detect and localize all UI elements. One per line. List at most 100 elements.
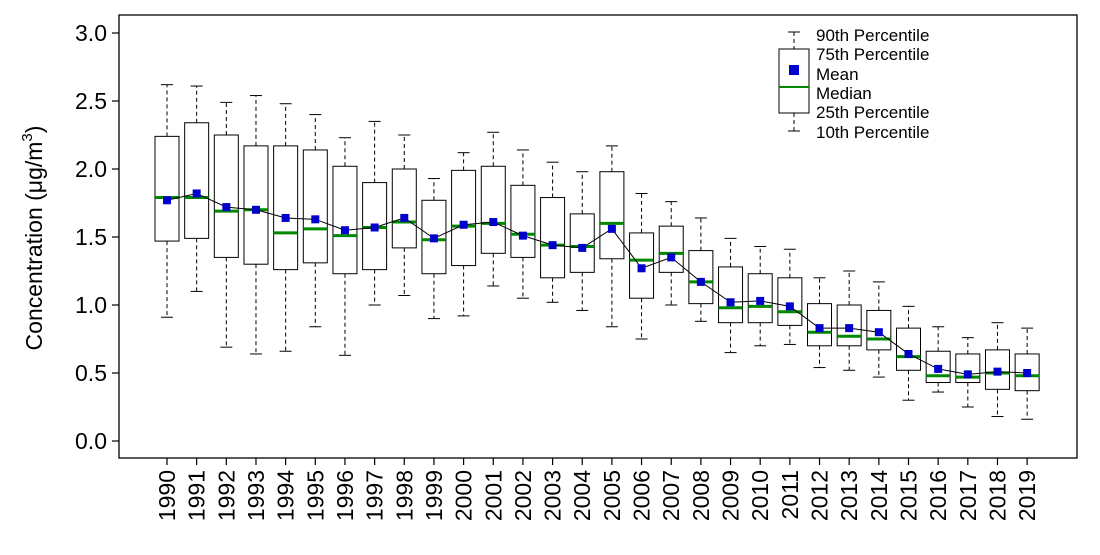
x-tick-label: 2013 (836, 470, 862, 521)
box-iqr (243, 145, 269, 265)
x-tick-label: 2012 (807, 470, 833, 521)
x-tick-label: 2019 (1014, 470, 1040, 521)
y-axis-label-prefix: Concentration ( (21, 193, 47, 351)
mean-point-1996 (340, 226, 349, 235)
mean-point-2019 (1023, 369, 1032, 377)
box-1994 (273, 103, 299, 352)
mean-point-1994 (281, 213, 290, 222)
box-iqr (569, 213, 595, 273)
x-tick-label: 1999 (421, 470, 447, 521)
x-axis: 1990 1991 1992 1993 1994 1995 1996 1997 1998 1999… (154, 458, 1040, 521)
y-axis: 0.0 0.5 1.0 1.5 2.0 2.5 3.0 (75, 20, 119, 454)
box-2005 (599, 145, 625, 328)
y-tick-label: 1.0 (75, 292, 107, 318)
box-1997 (362, 120, 388, 306)
legend-label-p10: 10th Percentile (816, 123, 929, 142)
box-iqr (332, 165, 358, 275)
box-2010 (747, 246, 773, 347)
y-tick-label: 1.5 (75, 224, 107, 250)
mean-point-1993 (251, 205, 260, 214)
x-tick-label: 2005 (599, 470, 625, 521)
box-2013 (836, 270, 862, 371)
x-tick-label: 2017 (955, 470, 981, 521)
x-tick-label: 2009 (718, 470, 744, 521)
y-tick-label: 0.0 (75, 428, 107, 454)
mean-point-2017 (963, 370, 972, 379)
legend-mean-marker (789, 65, 799, 75)
box-1998 (391, 134, 417, 296)
legend-label-p75: 75th Percentile (816, 45, 929, 64)
y-axis-label-sup: 3 (19, 133, 36, 141)
legend-label-median: Median (816, 84, 872, 103)
box-1996 (332, 137, 358, 356)
y-axis-label: Concentration (μg/m3) (19, 126, 47, 351)
x-tick-label: 2004 (569, 470, 595, 521)
box-iqr (154, 135, 180, 242)
x-tick-label: 1995 (302, 470, 328, 521)
box-iqr (302, 149, 328, 264)
y-axis-label-unit: g/m (21, 142, 47, 180)
y-axis-label-mu: μ (21, 180, 47, 193)
mean-point-2009 (726, 298, 735, 307)
box-iqr (213, 134, 239, 258)
x-tick-label: 2003 (540, 470, 566, 521)
mean-point-2010 (756, 296, 765, 305)
x-tick-label: 2010 (747, 470, 773, 521)
box-iqr (184, 122, 210, 239)
box-2015 (896, 305, 921, 401)
box-2011 (777, 248, 803, 345)
x-tick-label: 1993 (243, 470, 269, 521)
mean-point-1990 (163, 196, 171, 205)
x-tick-label: 1991 (184, 470, 210, 521)
x-tick-label: 2001 (480, 470, 506, 521)
mean-point-2001 (489, 218, 498, 227)
x-tick-label: 2006 (629, 470, 655, 521)
box-2012 (807, 277, 833, 369)
box-2000 (451, 152, 477, 317)
box-1999 (421, 178, 447, 320)
x-tick-label: 2015 (896, 470, 922, 521)
mean-point-2018 (993, 367, 1002, 376)
box-2004 (569, 171, 595, 311)
x-tick-label: 2011 (777, 470, 803, 519)
box-iqr (688, 250, 714, 305)
mean-point-2002 (518, 231, 527, 240)
y-tick-label: 2.0 (75, 156, 107, 182)
box-iqr (273, 145, 299, 271)
x-tick-label: 2014 (866, 470, 892, 521)
box-2016 (925, 326, 951, 393)
mean-point-2006 (637, 264, 646, 273)
mean-point-2015 (904, 349, 913, 358)
box-2002 (510, 149, 536, 299)
x-tick-label: 1994 (273, 470, 299, 521)
mean-point-2013 (845, 324, 854, 333)
mean-point-1998 (400, 213, 409, 222)
y-tick-label: 0.5 (75, 360, 107, 386)
box-iqr (391, 168, 417, 249)
x-tick-label: 1990 (154, 470, 180, 521)
x-tick-label: 1997 (362, 470, 388, 521)
box-1995 (302, 114, 328, 328)
box-iqr (599, 171, 625, 260)
mean-point-1997 (370, 223, 379, 232)
legend-box (778, 48, 810, 114)
mean-point-2014 (874, 328, 883, 337)
x-tick-label: 1992 (213, 470, 239, 521)
box-1991 (184, 85, 210, 292)
mean-point-2008 (696, 277, 705, 286)
box-iqr (451, 169, 477, 267)
x-tick-label: 1998 (391, 470, 417, 521)
legend-label-mean: Mean (816, 65, 859, 84)
mean-point-2004 (578, 243, 587, 252)
x-tick-label: 2002 (510, 470, 536, 521)
y-tick-label: 3.0 (75, 20, 107, 46)
mean-point-2000 (459, 220, 468, 229)
box-2007 (658, 201, 684, 306)
mean-line-series (163, 189, 1032, 379)
mean-point-2011 (785, 302, 794, 311)
box-2001 (480, 131, 506, 287)
legend-label-p90: 90th Percentile (816, 26, 929, 45)
legend-label-p25: 25th Percentile (816, 103, 929, 122)
box-iqr (480, 165, 506, 254)
